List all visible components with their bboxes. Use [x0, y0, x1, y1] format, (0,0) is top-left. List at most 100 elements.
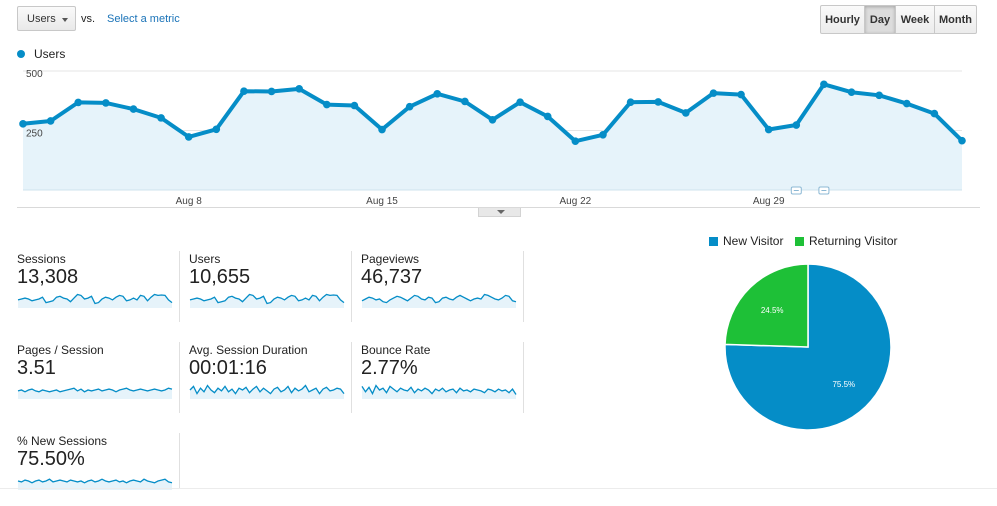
visitor-pie-chart[interactable]: 75.5% 24.5% — [718, 257, 898, 437]
sparkline — [189, 293, 345, 308]
card-divider — [523, 342, 524, 413]
sparkline-area — [362, 385, 516, 399]
card-divider — [179, 251, 180, 322]
metric-card-sessions[interactable]: Sessions 13,308 — [17, 252, 175, 324]
data-point — [157, 114, 165, 122]
data-point — [902, 99, 911, 108]
chart-legend: Users — [17, 47, 65, 61]
data-point — [626, 98, 635, 106]
sparkline — [17, 478, 173, 490]
card-divider — [351, 251, 352, 322]
sparkline — [361, 384, 517, 399]
sparkline — [17, 293, 173, 308]
legend-swatch-icon — [709, 236, 718, 246]
x-tick-label: Aug 15 — [366, 196, 398, 207]
card-divider — [523, 251, 524, 322]
data-point — [599, 130, 607, 139]
legend-label: New Visitor — [723, 234, 784, 248]
data-point — [737, 90, 745, 99]
pie-legend-new-visitor: New Visitor — [709, 234, 783, 248]
day-button[interactable]: Day — [864, 5, 896, 34]
data-point — [19, 120, 27, 128]
series-dot-icon — [17, 50, 25, 58]
data-point — [184, 133, 193, 141]
data-point — [654, 98, 663, 106]
metric-card-users[interactable]: Users 10,655 — [189, 252, 347, 324]
metric-value: 75.50% — [17, 448, 85, 470]
pie-slice-label: 75.5% — [832, 380, 855, 389]
metric-label: Pages / Session — [17, 343, 104, 357]
metric-value: 2.77% — [361, 357, 418, 379]
sparkline-area — [18, 479, 172, 490]
data-point — [74, 98, 83, 107]
data-point — [378, 125, 386, 134]
metric-value: 00:01:16 — [189, 357, 267, 379]
data-point — [405, 102, 414, 111]
sparkline-line — [189, 384, 345, 395]
metric-card-new-sessions[interactable]: % New Sessions 75.50% — [17, 434, 175, 506]
sparkline-area — [18, 294, 172, 308]
sparkline-line — [17, 293, 173, 305]
metric-card-pageviews[interactable]: Pageviews 46,737 — [361, 252, 519, 324]
metric-card-pages-per-session[interactable]: Pages / Session 3.51 — [17, 343, 175, 415]
metric-select-dropdown[interactable]: Users — [17, 6, 76, 31]
card-divider — [351, 342, 352, 413]
data-point — [682, 109, 690, 117]
data-point — [461, 97, 469, 106]
metric-label: Bounce Rate — [361, 343, 431, 357]
sparkline-area — [190, 385, 344, 399]
y-tick-label: 250 — [26, 129, 43, 140]
data-point — [322, 100, 331, 109]
sparkline-line — [189, 293, 345, 305]
data-point — [764, 125, 773, 134]
month-button[interactable]: Month — [934, 5, 977, 34]
week-button[interactable]: Week — [895, 5, 935, 34]
data-point — [212, 125, 221, 134]
data-point — [516, 98, 524, 106]
metric-card-avg-session-duration[interactable]: Avg. Session Duration 00:01:16 — [189, 343, 347, 415]
legend-label: Returning Visitor — [809, 234, 898, 248]
chart-collapse-handle[interactable] — [478, 208, 521, 217]
data-point — [930, 109, 939, 118]
sparkline — [17, 387, 173, 399]
chevron-down-icon — [62, 18, 68, 22]
sparkline-line — [17, 478, 173, 484]
chevron-down-icon — [497, 210, 505, 214]
hourly-button[interactable]: Hourly — [820, 5, 865, 34]
data-point — [847, 88, 856, 96]
data-point — [102, 99, 110, 107]
chart-divider — [17, 207, 980, 208]
select-metric-link[interactable]: Select a metric — [107, 13, 180, 25]
card-divider — [179, 433, 180, 488]
sparkline-area — [190, 294, 344, 308]
metric-select-label: Users — [27, 13, 56, 25]
x-tick-label: Aug 8 — [176, 196, 203, 207]
vs-label: vs. — [81, 13, 96, 25]
data-point — [433, 90, 442, 98]
users-line-chart[interactable]: 500 250 Aug 8 Aug 15 Aug 22 Aug 29 — [0, 60, 997, 208]
pie-slice-label: 24.5% — [761, 306, 784, 315]
metric-value: 13,308 — [17, 266, 79, 288]
data-point — [820, 80, 828, 89]
x-tick-label: Aug 22 — [560, 196, 592, 207]
x-tick-label: Aug 29 — [753, 196, 785, 207]
metric-label: Avg. Session Duration — [189, 343, 308, 357]
data-point — [240, 87, 248, 96]
metric-card-bounce-rate[interactable]: Bounce Rate 2.77% — [361, 343, 519, 415]
data-point — [46, 117, 55, 125]
pie-legend-returning-visitor: Returning Visitor — [795, 234, 898, 248]
data-point — [792, 121, 801, 129]
series-name: Users — [34, 47, 66, 61]
data-point — [129, 105, 138, 113]
footer-divider — [0, 488, 997, 489]
pie-slice — [724, 263, 809, 348]
metric-value: 46,737 — [361, 266, 423, 288]
metric-label: Users — [189, 252, 221, 266]
sparkline-line — [361, 293, 517, 304]
metric-value: 10,655 — [189, 266, 251, 288]
y-tick-label: 500 — [26, 69, 43, 80]
data-point — [295, 85, 303, 93]
data-point — [488, 115, 497, 124]
metric-value: 3.51 — [17, 357, 56, 379]
data-point — [958, 136, 966, 145]
